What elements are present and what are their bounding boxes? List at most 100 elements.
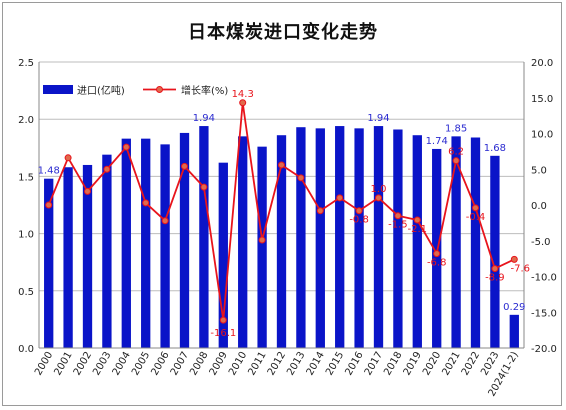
- growth-value-label: -6.8: [427, 258, 447, 269]
- data-labels: 1.48 1.94 1.94 1.74 1.85 1.68 0.29 -16.1 14.3 -0.…: [38, 89, 530, 339]
- growth-value-label: -1.5: [388, 220, 408, 231]
- x-tick-label: 2017: [363, 350, 385, 378]
- growth-value-label: 14.3: [232, 89, 254, 100]
- x-tick-label: 2008: [188, 350, 210, 378]
- growth-value-label: -2.1: [408, 224, 428, 235]
- y-right-tick-label: -5.0: [531, 237, 551, 248]
- growth-point: [375, 194, 382, 202]
- bar: [141, 138, 151, 348]
- x-tick-label: 2011: [246, 350, 268, 378]
- x-tick-label: 2003: [91, 350, 113, 378]
- y-left-tick-label: 1.5: [18, 172, 34, 183]
- growth-point: [433, 250, 441, 258]
- growth-point: [161, 217, 169, 225]
- growth-value-label: -0.4: [466, 212, 486, 223]
- bar: [451, 136, 461, 348]
- growth-point: [200, 183, 208, 191]
- x-tick-label: 2013: [285, 350, 307, 378]
- growth-point: [452, 157, 460, 165]
- y-right-tick-label: 0.0: [531, 201, 547, 212]
- x-tick-label: 2012: [266, 350, 288, 378]
- growth-value-label: -8.9: [485, 273, 505, 284]
- legend: 进口(亿吨) 增长率(%): [43, 84, 228, 97]
- x-tick-label: 2022: [460, 350, 482, 378]
- x-tick-label: 2002: [72, 350, 94, 378]
- growth-point: [239, 99, 247, 107]
- bar: [44, 178, 54, 348]
- bar: [179, 132, 190, 348]
- x-tick-label: 2016: [343, 350, 365, 378]
- growth-point: [297, 174, 305, 182]
- bar: [296, 127, 306, 348]
- growth-value-label: 6.2: [448, 147, 464, 158]
- bar: [490, 155, 500, 348]
- y-right-tick-label: 20.0: [531, 58, 553, 69]
- growth-point: [103, 165, 111, 173]
- growth-value-label: 1.0: [371, 184, 387, 195]
- y-left-tick-label: 0.5: [18, 287, 34, 298]
- bar: [121, 138, 131, 348]
- growth-point: [510, 255, 518, 263]
- x-tick-label: 2004: [111, 350, 133, 378]
- bar: [199, 126, 209, 349]
- growth-point: [122, 143, 130, 151]
- bar: [315, 128, 325, 348]
- bar-value-label: 1.68: [484, 143, 506, 154]
- x-tick-label: 2006: [149, 350, 171, 378]
- x-tick-label: 2014: [305, 350, 327, 378]
- x-tick-label: 2018: [382, 350, 404, 378]
- bar-value-label: 1.74: [426, 136, 448, 147]
- growth-value-label: -7.6: [511, 263, 531, 274]
- y-left-tick-label: 2.0: [18, 115, 34, 126]
- growth-point: [278, 161, 285, 169]
- y-right-tick-label: 5.0: [531, 165, 547, 176]
- bar-value-label: 1.94: [367, 113, 389, 124]
- legend-bar-label: 进口(亿吨): [77, 84, 125, 97]
- growth-point: [181, 162, 188, 170]
- bar: [218, 162, 228, 348]
- growth-point: [316, 207, 324, 215]
- x-tick-label: 2019: [402, 350, 424, 378]
- growth-point: [64, 154, 72, 162]
- legend-bar-swatch: [43, 85, 73, 94]
- growth-value-label: -16.1: [210, 328, 236, 339]
- bar: [82, 164, 93, 348]
- bar: [160, 144, 170, 348]
- growth-point: [336, 194, 344, 202]
- bar: [63, 167, 73, 348]
- bar: [509, 314, 519, 348]
- bar-value-label: 1.85: [445, 123, 467, 134]
- growth-point: [472, 204, 479, 212]
- y-left-tick-label: 1.0: [18, 230, 34, 241]
- x-tick-label: 2007: [169, 350, 191, 378]
- x-tick-label: 2020: [421, 350, 443, 378]
- y-left-tick-label: 0.0: [18, 344, 34, 355]
- legend-line-label: 增长率(%): [181, 84, 228, 97]
- growth-point: [394, 212, 402, 220]
- legend-line-marker: [156, 86, 163, 93]
- y-right-tick-label: 15.0: [531, 94, 553, 105]
- x-tick-label: 2000: [33, 350, 55, 378]
- growth-point: [491, 265, 499, 273]
- bar: [373, 126, 384, 349]
- growth-point: [142, 199, 150, 207]
- growth-point: [219, 316, 227, 324]
- bar: [102, 154, 112, 348]
- bar-series: [44, 126, 519, 349]
- bar: [335, 126, 345, 349]
- x-tick-label: 2010: [227, 350, 249, 378]
- bar: [412, 135, 422, 348]
- growth-point: [355, 207, 363, 215]
- bar: [276, 135, 287, 348]
- x-tick-label: 2015: [324, 350, 346, 378]
- bar: [238, 136, 248, 348]
- x-tick-label: 2005: [130, 350, 152, 378]
- bar: [354, 128, 364, 348]
- x-tick-label: 2009: [208, 350, 230, 378]
- growth-point: [45, 201, 53, 209]
- x-tick-label: 2021: [440, 350, 462, 378]
- bar: [257, 146, 267, 348]
- growth-value-label: -0.8: [349, 215, 369, 226]
- bar-value-label: 1.48: [38, 166, 60, 177]
